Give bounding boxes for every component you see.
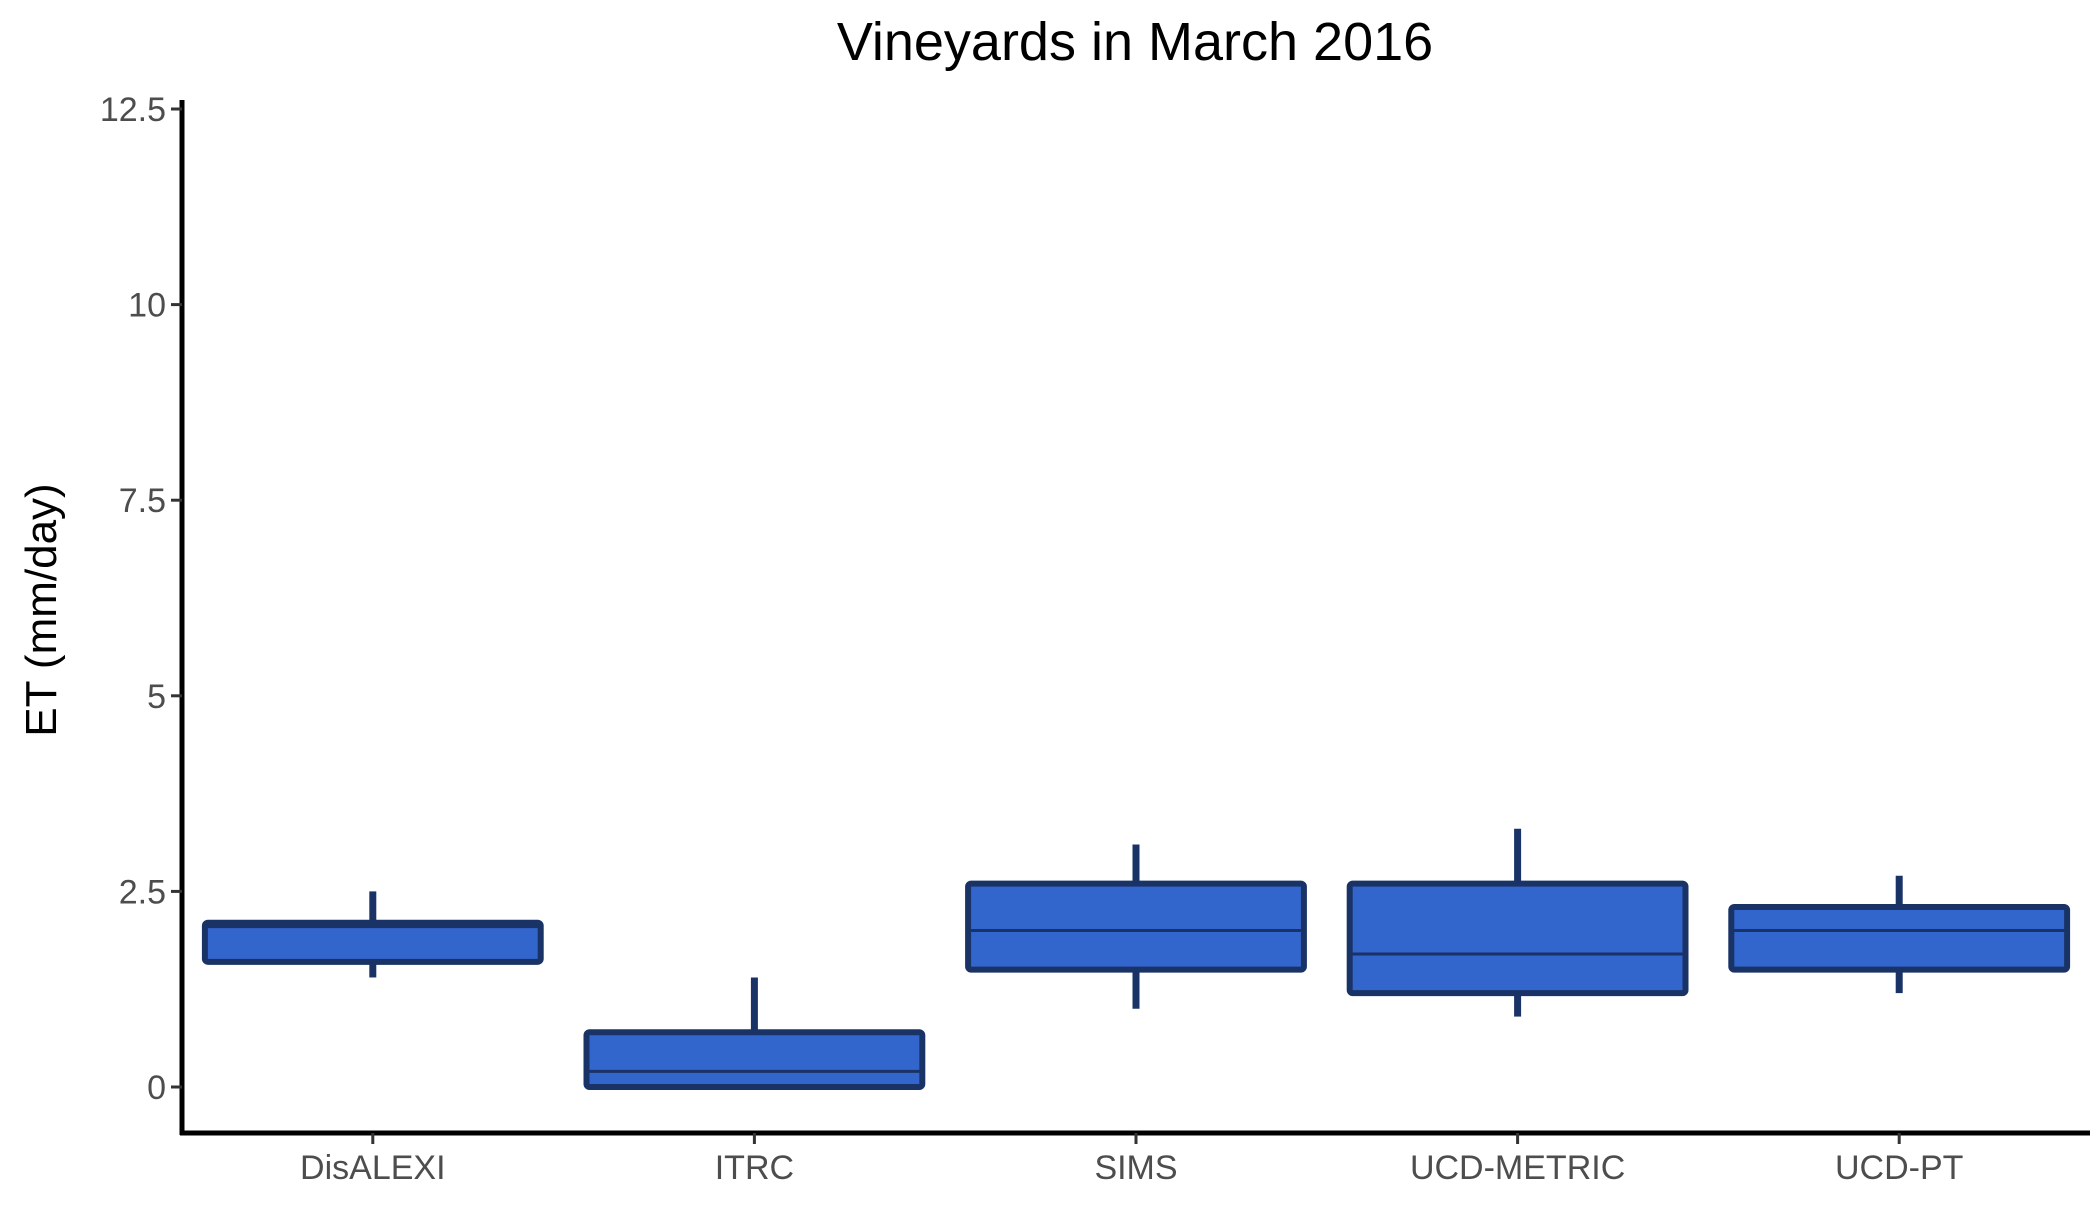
y-tick-label: 7.5	[119, 482, 166, 520]
x-tick-label: ITRC	[715, 1149, 794, 1187]
box-group-sims	[965, 844, 1307, 1009]
y-tick-label: 0	[147, 1069, 166, 1107]
box	[583, 1029, 926, 1091]
x-tick-label: SIMS	[1094, 1149, 1177, 1187]
box-group-disalexi	[201, 891, 544, 978]
y-tick-label: 2.5	[119, 873, 166, 911]
x-tick-label: DisALEXI	[300, 1149, 446, 1187]
box-group-itrc	[583, 977, 926, 1091]
plot-area: 0 2.5 5 7.5 10 12.5 DisALEXI ITRC SIMS UCD-METRIC…	[100, 91, 2090, 1187]
box-group-ucd-pt	[1728, 875, 2071, 994]
y-axis-label: ET (mm/day)	[17, 483, 66, 736]
x-tick-label: UCD-PT	[1835, 1149, 1963, 1187]
y-tick-label: 12.5	[100, 91, 166, 129]
y-tick-label: 10	[128, 287, 166, 325]
box	[965, 880, 1307, 973]
x-tick-label: UCD-METRIC	[1410, 1149, 1625, 1187]
box	[1728, 904, 2071, 973]
box-group-ucd-metric	[1346, 828, 1689, 1017]
chart-title: Vineyards in March 2016	[837, 12, 1433, 72]
y-tick-label: 5	[147, 678, 166, 716]
box	[1346, 880, 1689, 997]
box	[201, 919, 544, 965]
